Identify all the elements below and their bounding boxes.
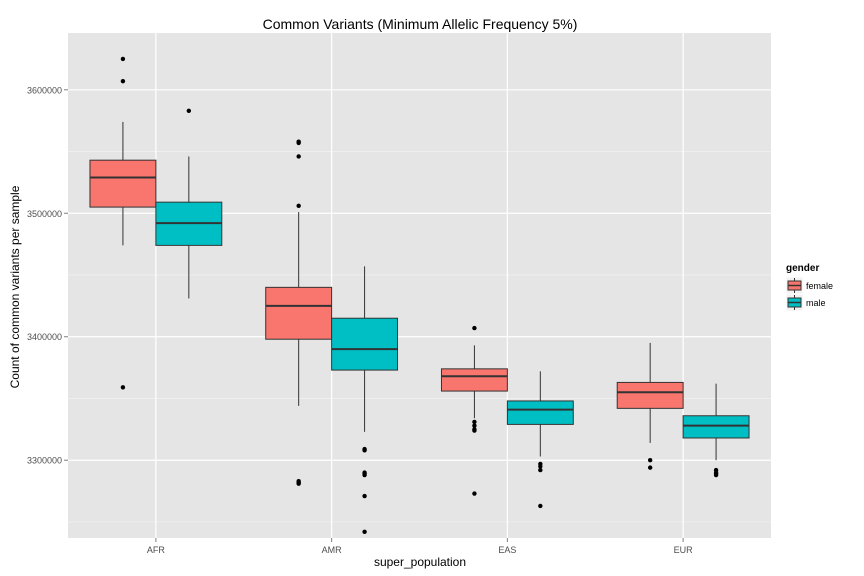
y-tick-label: 3300000: [27, 456, 62, 466]
legend-label-male: male: [806, 298, 826, 308]
box-female-AMR: [265, 139, 333, 486]
outlier-point: [120, 78, 126, 84]
box-body: [440, 368, 508, 392]
outlier-point: [472, 325, 477, 331]
y-axis-title: Count of common variants per sample: [8, 185, 22, 388]
legend: gender female male: [785, 263, 833, 312]
outlier-point: [647, 465, 653, 470]
box-body: [506, 400, 574, 425]
box-female-EAS: [440, 325, 508, 496]
outlier-point: [472, 419, 477, 425]
box-male-AFR: [155, 108, 223, 299]
outlier-point: [120, 56, 126, 62]
outlier-point: [362, 529, 367, 535]
outlier-point: [647, 458, 653, 463]
legend-label-female: female: [806, 281, 833, 291]
box-body: [265, 286, 333, 340]
outlier-point: [362, 493, 367, 499]
x-tick-label: AFR: [147, 545, 166, 555]
outlier-point: [296, 154, 301, 159]
outlier-point: [296, 140, 301, 146]
x-tick-label: EAS: [498, 545, 516, 555]
box-male-EAS: [506, 371, 574, 509]
legend-key-female: [785, 276, 804, 295]
outlier-point: [362, 448, 367, 453]
box-body: [616, 381, 684, 409]
outlier-point: [713, 472, 719, 478]
outlier-point: [120, 385, 126, 390]
x-tick-label: EUR: [674, 545, 694, 555]
outlier-point: [296, 203, 301, 209]
y-tick-label: 3500000: [27, 209, 62, 219]
box-body: [682, 415, 750, 439]
x-axis: AFR AMR EAS EUR: [147, 538, 693, 555]
box-male-EUR: [682, 383, 750, 478]
outlier-point: [472, 428, 477, 433]
legend-title: gender: [786, 263, 819, 274]
outlier-point: [362, 472, 367, 478]
box-male-AMR: [331, 266, 399, 535]
outlier-point: [186, 108, 192, 113]
outlier-point: [538, 464, 543, 469]
x-axis-title: super_population: [374, 555, 466, 569]
box-female-AFR: [89, 56, 157, 390]
y-tick-label: 3400000: [27, 332, 62, 342]
box-body: [89, 159, 157, 208]
y-axis: 3300000 3400000 3500000 3600000: [27, 85, 68, 466]
outlier-point: [472, 491, 477, 496]
outlier-point: [296, 481, 301, 486]
boxes-layer: [89, 56, 750, 535]
x-tick-label: AMR: [322, 545, 343, 555]
outlier-point: [538, 467, 543, 473]
box-body: [331, 317, 399, 371]
y-tick-label: 3600000: [27, 85, 62, 95]
outlier-point: [472, 423, 477, 428]
outlier-point: [538, 503, 543, 509]
legend-key-male: [785, 293, 804, 312]
box-female-EUR: [616, 342, 684, 470]
chart-title: Common Variants (Minimum Allelic Frequen…: [263, 16, 578, 32]
plot-panel: [68, 33, 771, 538]
